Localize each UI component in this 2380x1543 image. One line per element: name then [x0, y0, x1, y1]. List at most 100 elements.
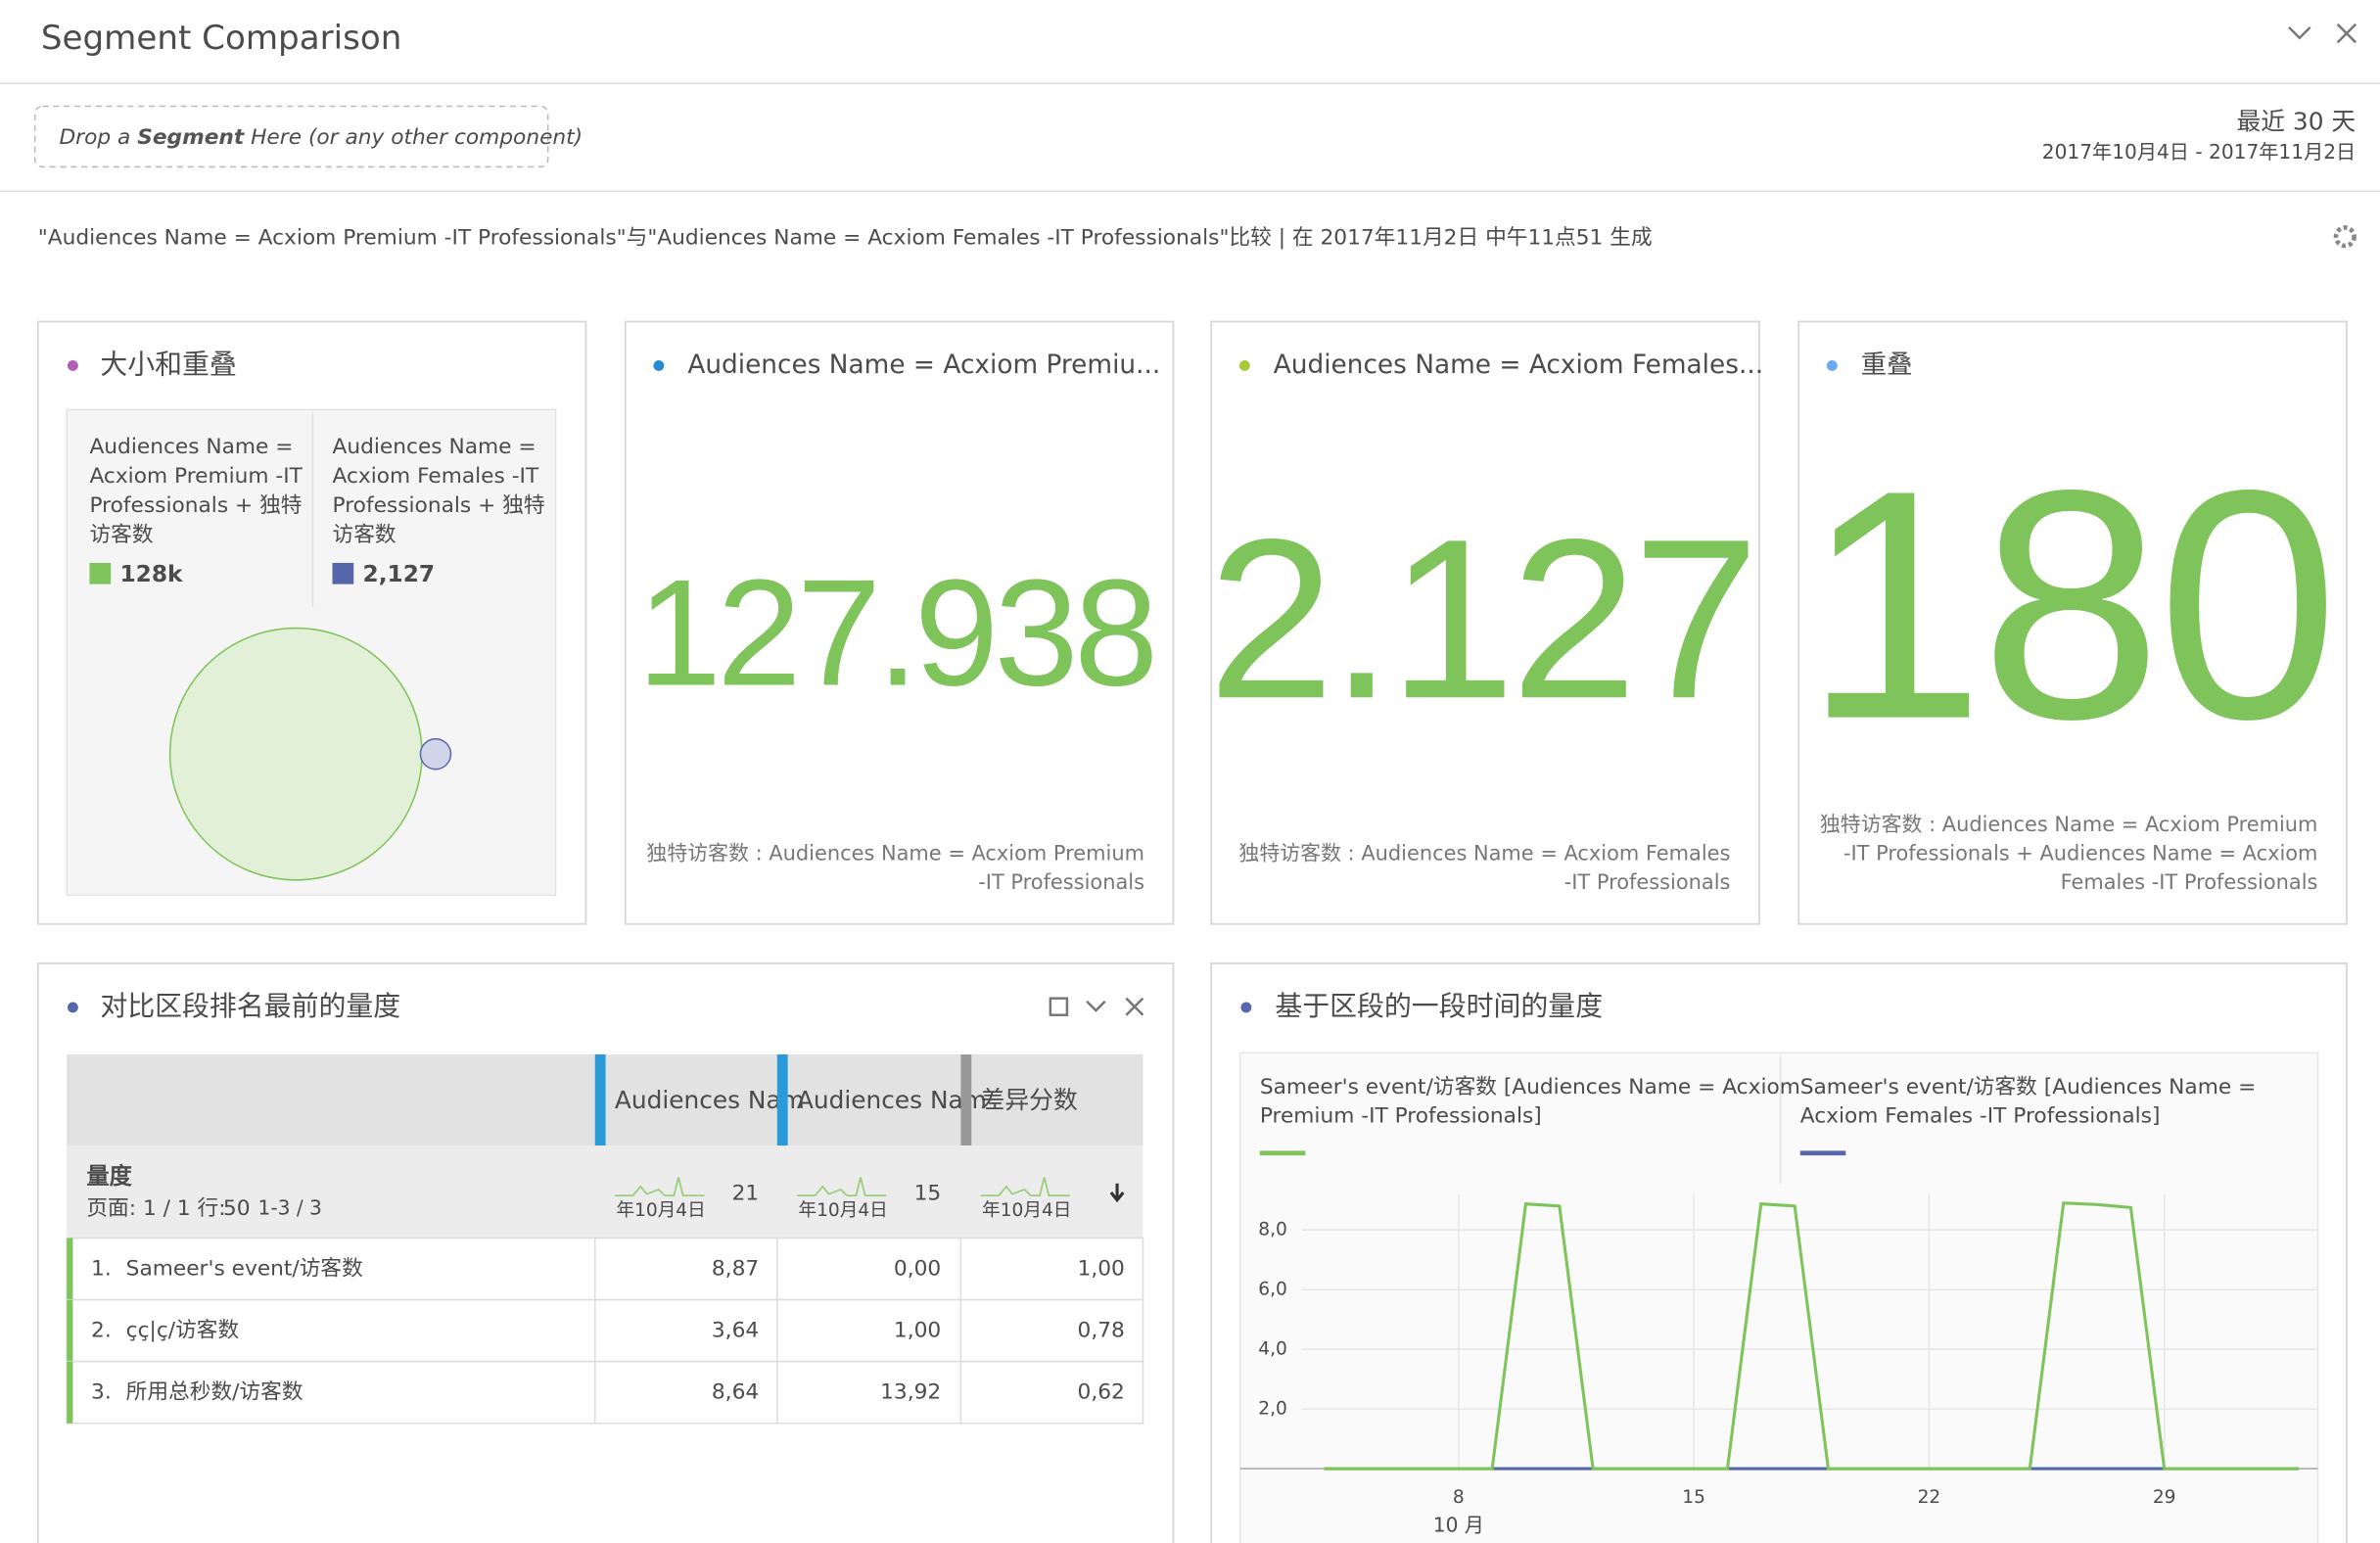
dot — [653, 360, 665, 371]
legend-line: Acxiom Females -IT Professionals] — [1800, 1104, 2161, 1129]
drop-zone-text: Drop a Segment Here (or any other compon… — [59, 125, 583, 150]
cell-value: 0,00 — [894, 1256, 941, 1281]
close-icon[interactable] — [1125, 997, 1144, 1016]
legend-swatch — [332, 562, 354, 584]
segment-label: Professionals + 独特 — [333, 493, 545, 518]
segment-label: Professionals + 独特 — [89, 493, 302, 518]
row-marker — [67, 1299, 73, 1362]
row-marker — [67, 1361, 73, 1424]
column-handle[interactable] — [594, 1054, 606, 1146]
metric-caption: -IT Professionals — [1564, 870, 1731, 894]
spark-label: 年10月4日 — [799, 1200, 888, 1221]
column-header: 差异分数 — [981, 1086, 1078, 1114]
metric-label: 量度 — [86, 1163, 132, 1190]
dot — [67, 1002, 78, 1013]
rows-per-page[interactable]: 50 — [223, 1196, 251, 1221]
dot — [1238, 360, 1250, 371]
cell-value: 3,64 — [712, 1318, 759, 1342]
table-row — [66, 1298, 1144, 1363]
metric-row — [67, 1145, 1143, 1239]
segment-label: Audiences Name = — [333, 435, 537, 459]
dot — [1826, 360, 1838, 371]
expand-icon[interactable] — [1049, 997, 1069, 1016]
date-range[interactable]: 2017年10月4日 - 2017年11月2日 — [2042, 140, 2356, 164]
venn-circle — [168, 627, 423, 881]
card — [624, 320, 1175, 925]
sort-icon[interactable] — [1109, 1183, 1125, 1203]
drop-prefix: Drop a — [59, 125, 130, 150]
segment-label: Acxiom Premium -IT — [89, 464, 303, 489]
drop-bold: Segment — [137, 125, 246, 150]
x-tick-label: 29 — [2153, 1487, 2176, 1508]
y-tick-label: 4,0 — [1258, 1339, 1287, 1360]
card-title: 基于区段的一段时间的量度 — [1275, 990, 1603, 1022]
metric-caption: 独特访客数 : Audiences Name = Acxiom Premium — [646, 841, 1144, 865]
metric-caption: 独特访客数 : Audiences Name = Acxiom Females — [1238, 841, 1730, 865]
x-tick-label: 15 — [1682, 1487, 1705, 1508]
metric-value: 2.127 — [1208, 492, 1755, 746]
legend-line: Sameer's event/访客数 [Audiences Name = Acx… — [1260, 1075, 1800, 1099]
metric-value: 180 — [1803, 422, 2334, 787]
dot — [67, 360, 78, 371]
row-index: 2. — [91, 1318, 112, 1342]
sparkline — [796, 1177, 887, 1197]
legend-value: 128k — [119, 561, 183, 587]
row-name: çç|ç/访客数 — [126, 1318, 240, 1342]
column-header: Audiences Nam — [615, 1086, 805, 1114]
card-title: 重叠 — [1861, 351, 1913, 380]
y-tick-label: 8,0 — [1258, 1220, 1287, 1240]
metric-caption: -IT Professionals + Audiences Name = Acx… — [1843, 841, 2317, 865]
legend-label: Sameer's event/访客数 [Audiences Name = Acxi… — [1800, 1075, 2257, 1128]
chart-box — [1238, 1052, 2319, 1543]
card — [1797, 320, 2348, 925]
metric-caption: -IT Professionals — [978, 870, 1144, 894]
cell-value: 8,87 — [712, 1256, 759, 1281]
column-total: 21 — [732, 1182, 760, 1206]
metric-value: 127.938 — [637, 548, 1154, 718]
spark-label: 年10月4日 — [616, 1200, 705, 1221]
x-tick-label: 22 — [1918, 1487, 1941, 1508]
segment-label: 访客数 — [89, 523, 153, 547]
card-title: Audiences Name = Acxiom Premiu... — [687, 351, 1160, 380]
row-range: 1-3 / 3 — [258, 1196, 322, 1220]
spark-label: 年10月4日 — [982, 1200, 1071, 1221]
description: "Audiences Name = Acxiom Premium -IT Pro… — [38, 225, 1653, 250]
column-handle[interactable] — [960, 1054, 972, 1146]
cell-value: 8,64 — [712, 1379, 759, 1404]
row-name: Sameer's event/访客数 — [126, 1256, 363, 1281]
sparkline — [980, 1177, 1071, 1197]
date-label[interactable]: 最近 30 天 — [2236, 108, 2356, 136]
card-title: 对比区段排名最前的量度 — [100, 990, 400, 1022]
y-tick-label: 6,0 — [1258, 1280, 1287, 1300]
cell-value: 13,92 — [880, 1379, 941, 1404]
card-title: Audiences Name = Acxiom Females... — [1274, 351, 1763, 380]
page-info: 页面: 1 / 1 行: — [86, 1196, 225, 1221]
collapse-icon[interactable] — [2288, 26, 2311, 40]
row-marker — [67, 1238, 73, 1300]
drop-zone[interactable] — [33, 105, 549, 168]
venn-circle — [419, 737, 452, 771]
close-icon[interactable] — [2336, 23, 2357, 44]
settings-icon[interactable] — [2333, 225, 2357, 249]
metric-caption: Females -IT Professionals — [2061, 870, 2318, 894]
cell-value: 0,62 — [1078, 1379, 1125, 1404]
dot — [1240, 1002, 1252, 1013]
x-tick-label: 8 — [1453, 1487, 1465, 1508]
drop-suffix: Here (or any other component) — [251, 125, 583, 150]
card-title: 大小和重叠 — [100, 348, 237, 380]
cell-value: 1,00 — [894, 1318, 941, 1342]
legend-value: 2,127 — [363, 561, 436, 587]
segment-label: Audiences Name = — [89, 435, 293, 459]
collapse-icon[interactable] — [1086, 1000, 1106, 1012]
sparkline — [614, 1177, 705, 1197]
cell-value: 1,00 — [1078, 1256, 1125, 1281]
metric-caption: 独特访客数 : Audiences Name = Acxiom Premium — [1820, 813, 2318, 836]
column-total: 15 — [914, 1182, 942, 1206]
panel-title: Segment Comparison — [41, 19, 401, 58]
segment-label: 访客数 — [333, 523, 397, 547]
column-handle[interactable] — [776, 1054, 788, 1146]
y-tick-label: 2,0 — [1258, 1399, 1287, 1420]
row-index: 3. — [91, 1379, 112, 1404]
legend-label: Sameer's event/访客数 [Audiences Name = Acx… — [1260, 1075, 1800, 1128]
